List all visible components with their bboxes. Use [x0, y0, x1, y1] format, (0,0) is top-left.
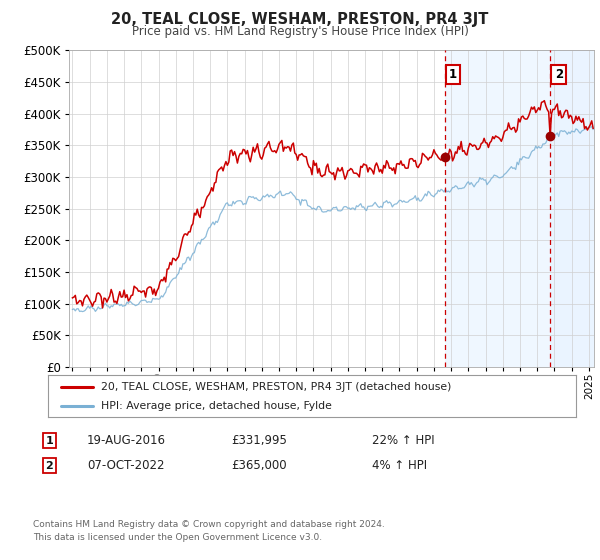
- Text: 19-AUG-2016: 19-AUG-2016: [87, 434, 166, 447]
- Text: 20, TEAL CLOSE, WESHAM, PRESTON, PR4 3JT: 20, TEAL CLOSE, WESHAM, PRESTON, PR4 3JT: [112, 12, 488, 27]
- Bar: [445, 50, 550, 367]
- Bar: [550, 50, 600, 367]
- Text: 2: 2: [46, 461, 53, 471]
- Text: £365,000: £365,000: [231, 459, 287, 473]
- Text: This data is licensed under the Open Government Licence v3.0.: This data is licensed under the Open Gov…: [33, 533, 322, 542]
- Text: 20, TEAL CLOSE, WESHAM, PRESTON, PR4 3JT (detached house): 20, TEAL CLOSE, WESHAM, PRESTON, PR4 3JT…: [101, 381, 451, 391]
- Text: 4% ↑ HPI: 4% ↑ HPI: [372, 459, 427, 473]
- Text: 1: 1: [449, 68, 457, 81]
- Text: 07-OCT-2022: 07-OCT-2022: [87, 459, 164, 473]
- Text: 1: 1: [46, 436, 53, 446]
- Text: HPI: Average price, detached house, Fylde: HPI: Average price, detached house, Fyld…: [101, 401, 332, 411]
- Text: 22% ↑ HPI: 22% ↑ HPI: [372, 434, 434, 447]
- Text: Contains HM Land Registry data © Crown copyright and database right 2024.: Contains HM Land Registry data © Crown c…: [33, 520, 385, 529]
- Text: £331,995: £331,995: [231, 434, 287, 447]
- Text: 2: 2: [555, 68, 563, 81]
- Text: Price paid vs. HM Land Registry's House Price Index (HPI): Price paid vs. HM Land Registry's House …: [131, 25, 469, 38]
